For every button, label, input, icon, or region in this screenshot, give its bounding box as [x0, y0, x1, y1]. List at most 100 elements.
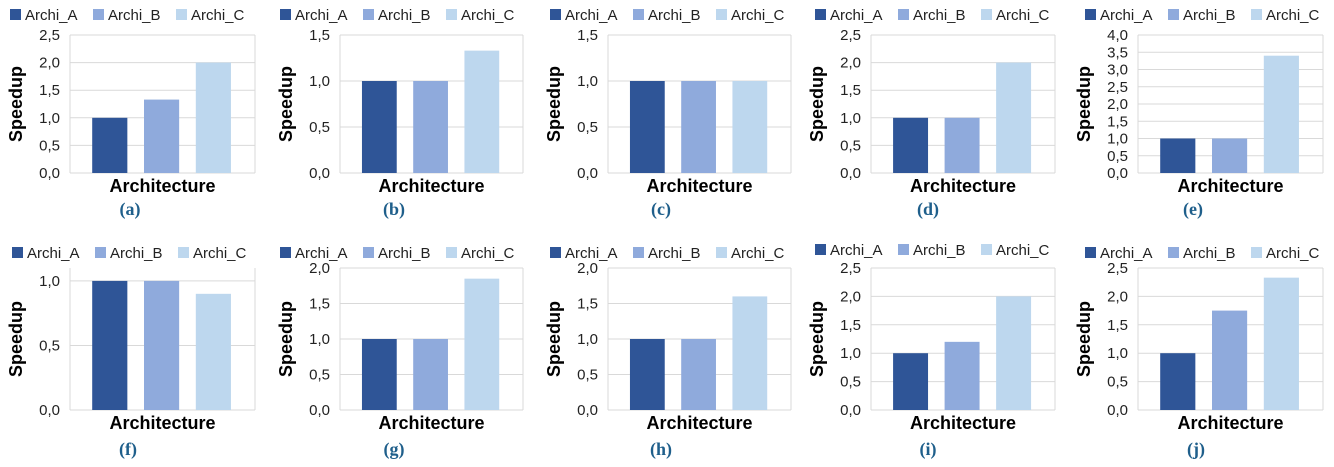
y-tick-label: 0,0: [840, 402, 861, 419]
y-tick-label: 2,0: [840, 55, 861, 72]
y-tick-label: 2,0: [577, 260, 598, 277]
legend-swatch: [815, 9, 826, 20]
y-axis-title: Speedup: [1074, 66, 1094, 142]
legend-swatch: [1168, 247, 1179, 258]
chart-panel-f: 0,0 0,5 1,0 Archi_A Archi_B Archi_C Architectu…: [6, 245, 256, 460]
y-tick-label: 1,0: [1107, 131, 1128, 148]
y-tick-label: 0,0: [1107, 165, 1128, 182]
legend-label: Archi_C: [731, 245, 785, 262]
legend-label: Archi_C: [461, 245, 515, 262]
y-tick-label: 1,5: [309, 296, 330, 313]
panel-label: (g): [384, 439, 405, 460]
bar-archi_c: [996, 296, 1032, 410]
y-tick-label: 0,5: [309, 367, 330, 384]
bar-archi_b: [681, 81, 716, 173]
legend-label: Archi_C: [191, 7, 245, 24]
legend-label: Archi_B: [378, 7, 431, 24]
y-tick-label: 4,0: [1107, 27, 1128, 44]
bar-archi_b: [1212, 138, 1248, 173]
legend-label: Archi_C: [1266, 7, 1320, 24]
x-axis-title: Architecture: [1177, 176, 1283, 196]
legend-swatch: [898, 244, 909, 255]
bar-archi_b: [1212, 310, 1248, 410]
legend-swatch: [178, 247, 189, 258]
y-axis-title: Speedup: [544, 301, 564, 377]
y-tick-label: 2,5: [1107, 79, 1128, 96]
y-axis-title: Speedup: [276, 301, 296, 377]
y-tick-label: 0,5: [39, 337, 60, 354]
bar-archi_a: [629, 81, 665, 173]
legend-label: Archi_B: [648, 7, 701, 24]
legend-swatch: [550, 247, 561, 258]
y-tick-label: 1,5: [1107, 317, 1128, 334]
legend-swatch: [10, 9, 21, 20]
y-tick-label: 1,5: [309, 27, 330, 44]
panel-label: (e): [1183, 199, 1203, 220]
y-tick-label: 2,0: [840, 288, 861, 305]
y-tick-label: 1,5: [1107, 113, 1128, 130]
legend-label: Archi_A: [830, 7, 883, 24]
y-axis-title: Speedup: [6, 66, 26, 142]
y-tick-label: 0,0: [840, 165, 861, 182]
legend-label: Archi_C: [996, 7, 1050, 24]
legend-label: Archi_A: [1100, 7, 1153, 24]
x-axis-title: Architecture: [646, 413, 752, 433]
legend-label: Archi_B: [110, 245, 163, 262]
y-axis-title: Speedup: [276, 66, 296, 142]
y-tick-label: 1,0: [840, 345, 861, 362]
x-axis-title: Architecture: [378, 176, 484, 196]
legend-label: Archi_B: [1183, 245, 1236, 262]
legend-label: Archi_A: [1100, 245, 1153, 262]
panel-label: (f): [119, 439, 137, 460]
bar-archi_b: [681, 339, 716, 410]
panel-label: (j): [1187, 439, 1205, 460]
chart-panel-c: 0,0 0,5 1,0 1,5 Archi_A Archi_B Archi_C Archite…: [544, 7, 792, 220]
y-tick-label: 2,0: [1107, 288, 1128, 305]
legend-label: Archi_C: [193, 245, 247, 262]
legend-swatch: [363, 247, 374, 258]
legend-label: Archi_A: [830, 242, 883, 259]
bar-archi_a: [92, 280, 128, 410]
y-tick-label: 0,0: [309, 165, 330, 182]
y-axis-title: Speedup: [6, 301, 26, 377]
legend-swatch: [633, 9, 644, 20]
y-tick-label: 3,5: [1107, 44, 1128, 61]
legend-label: Archi_B: [108, 7, 161, 24]
y-tick-label: 1,5: [577, 27, 598, 44]
bar-archi_a: [361, 339, 397, 410]
legend-swatch: [446, 9, 457, 20]
legend-label: Archi_A: [295, 7, 348, 24]
legend-swatch: [716, 247, 727, 258]
y-axis-title: Speedup: [807, 66, 827, 142]
legend-swatch: [815, 244, 826, 255]
y-tick-label: 0,5: [840, 137, 861, 154]
y-tick-label: 2,5: [840, 27, 861, 44]
bar-archi_c: [464, 278, 500, 410]
y-tick-label: 0,5: [39, 137, 60, 154]
bar-archi_b: [944, 341, 980, 410]
panel-label: (i): [920, 439, 937, 460]
bar-archi_a: [629, 339, 665, 410]
bar-archi_c: [195, 62, 231, 173]
y-tick-label: 2,5: [1107, 260, 1128, 277]
chart-panel-a: 0,0 0,5 1,0 1,5 2,0 2,5 Archi_A Archi_B Archi_C A…: [6, 7, 256, 220]
x-axis-title: Architecture: [109, 413, 215, 433]
y-tick-label: 1,5: [39, 82, 60, 99]
legend-swatch: [93, 9, 104, 20]
y-tick-label: 0,0: [1107, 402, 1128, 419]
legend-swatch: [1085, 247, 1096, 258]
legend-label: Archi_B: [648, 245, 701, 262]
y-tick-label: 0,0: [577, 165, 598, 182]
y-tick-label: 2,0: [39, 55, 60, 72]
y-tick-label: 0,0: [309, 402, 330, 419]
legend-swatch: [176, 9, 187, 20]
legend-label: Archi_A: [565, 7, 618, 24]
bar-archi_b: [144, 99, 180, 173]
legend-label: Archi_B: [1183, 7, 1236, 24]
y-tick-label: 0,5: [577, 367, 598, 384]
bar-archi_c: [732, 81, 768, 173]
